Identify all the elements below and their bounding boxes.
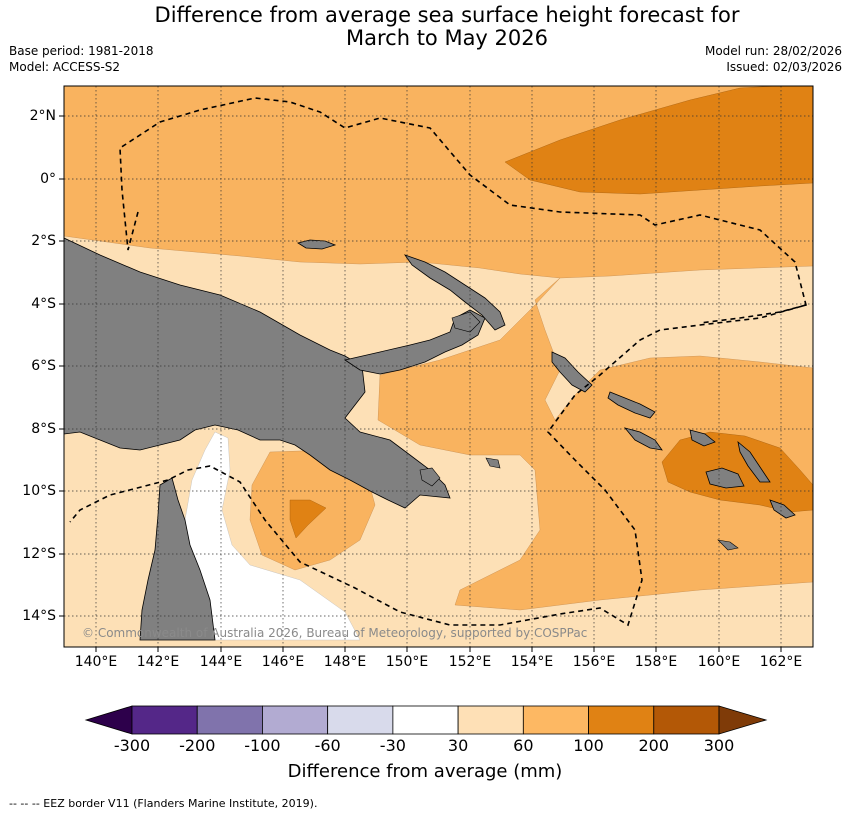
lat-label: 0° xyxy=(40,171,56,187)
colorbar-boundary-label: 200 xyxy=(638,736,670,755)
title-line-2: March to May 2026 xyxy=(346,26,548,50)
lat-label: 10°S xyxy=(22,483,56,499)
solomon-isles-5 xyxy=(705,467,745,489)
map-plot-area: © Commonwealth of Australia 2026, Bureau… xyxy=(64,86,813,647)
colorbar xyxy=(84,705,768,735)
colorbar-swatch xyxy=(196,705,263,735)
colorbar-swatch xyxy=(327,705,394,735)
colorbar-extend-high xyxy=(718,705,768,735)
meta-right: Model run: 28/02/2026 Issued: 02/03/2026 xyxy=(705,43,842,75)
small-island-4 xyxy=(485,457,501,469)
band-100-200-southeast xyxy=(661,431,813,513)
lat-label: 12°S xyxy=(22,546,56,562)
manus-island xyxy=(296,239,337,250)
lat-label: 8°S xyxy=(31,421,56,437)
new-ireland-island xyxy=(403,254,506,331)
colorbar-swatch xyxy=(588,705,655,735)
colorbar-boundary-label: -60 xyxy=(314,736,341,755)
band-100-200-west xyxy=(289,499,327,539)
colorbar-swatch xyxy=(262,705,329,735)
solomon-isles-4 xyxy=(737,440,771,483)
colorbar-boundary-label: 30 xyxy=(447,736,469,755)
small-island-1 xyxy=(419,467,441,487)
band-neutral xyxy=(174,431,361,641)
lat-label: 4°S xyxy=(31,296,56,312)
lon-label: 148°E xyxy=(323,654,367,670)
colorbar-swatch xyxy=(131,705,198,735)
bougainville-island xyxy=(551,351,593,393)
solomon-isles-1 xyxy=(607,391,656,419)
map-gridlines xyxy=(64,86,813,647)
lon-label: 162°E xyxy=(759,654,803,670)
band-100-200-north xyxy=(504,86,813,195)
lat-label: 6°S xyxy=(31,358,56,374)
new-britain-island xyxy=(344,309,486,375)
model-name: Model: ACCESS-S2 xyxy=(9,60,121,74)
base-period: Base period: 1981-2018 xyxy=(9,44,154,58)
lon-label: 150°E xyxy=(385,654,429,670)
lat-label: 14°S xyxy=(22,608,56,624)
solomon-isles-6 xyxy=(769,499,796,519)
colorbar-swatch xyxy=(522,705,589,735)
new-guinea-land xyxy=(64,237,451,509)
issued-date: Issued: 02/03/2026 xyxy=(726,60,842,74)
colorbar-boundary-label: -200 xyxy=(179,736,216,755)
lon-label: 160°E xyxy=(697,654,741,670)
lon-label: 144°E xyxy=(199,654,243,670)
lat-label: 2°N xyxy=(29,108,56,124)
chart-title: Difference from average sea surface heig… xyxy=(0,4,850,50)
lon-label: 142°E xyxy=(136,654,180,670)
band-60-100-east xyxy=(377,277,813,611)
colorbar-swatch xyxy=(457,705,524,735)
meta-left: Base period: 1981-2018 Model: ACCESS-S2 xyxy=(9,43,154,75)
eez-border-2 xyxy=(699,304,807,324)
lon-label: 156°E xyxy=(572,654,616,670)
small-island-3 xyxy=(717,539,739,551)
colorbar-swatch xyxy=(392,705,459,735)
lon-label: 154°E xyxy=(510,654,554,670)
eez-footnote: -- -- -- EEZ border V11 (Flanders Marine… xyxy=(9,797,318,810)
colorbar-title: Difference from average (mm) xyxy=(287,761,563,782)
copyright-note: © Commonwealth of Australia 2026, Bureau… xyxy=(82,626,587,640)
model-run: Model run: 28/02/2026 xyxy=(704,44,842,58)
colorbar-extend-low xyxy=(84,705,133,735)
colorbar-boundary-label: 100 xyxy=(573,736,604,755)
small-island-2 xyxy=(451,311,481,333)
colorbar-boundary-label: 300 xyxy=(703,736,735,755)
forecast-map: © Commonwealth of Australia 2026, Bureau… xyxy=(59,85,814,652)
title-line-1: Difference from average sea surface heig… xyxy=(154,3,740,27)
colorbar-boundary-label: -30 xyxy=(379,736,406,755)
colorbar-swatches xyxy=(84,705,768,735)
colorbar-boundary-label: -100 xyxy=(244,736,281,755)
colorbar-boundary-label: -300 xyxy=(113,736,151,755)
solomon-isles-2 xyxy=(623,427,663,451)
lon-label: 146°E xyxy=(261,654,305,670)
lon-label: 158°E xyxy=(634,654,678,670)
australia-cape-york xyxy=(139,477,216,641)
map-ticks xyxy=(59,115,782,652)
colorbar-swatch xyxy=(653,705,720,735)
eez-border xyxy=(69,97,807,627)
lat-label: 2°S xyxy=(31,233,56,249)
lon-label: 152°E xyxy=(448,654,492,670)
solomon-isles-3 xyxy=(689,429,716,447)
lon-label: 140°E xyxy=(74,654,118,670)
colorbar-boundary-label: 60 xyxy=(513,736,534,755)
